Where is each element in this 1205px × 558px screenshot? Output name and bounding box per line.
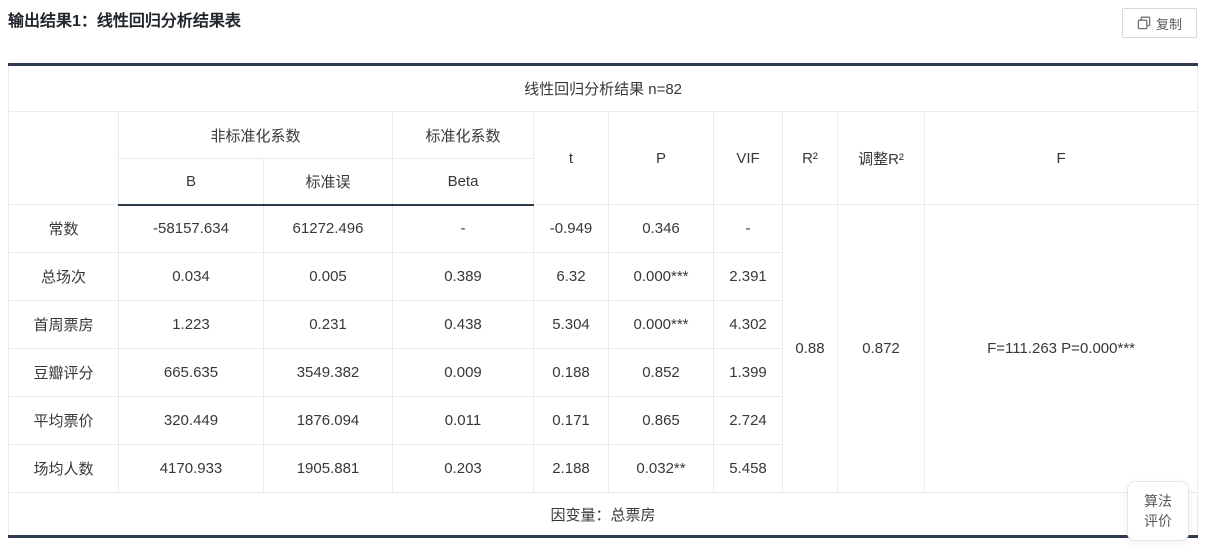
cell-beta: 0.203: [392, 444, 534, 493]
header-f: F: [923, 111, 1199, 205]
row-label: 平均票价: [8, 396, 119, 445]
cell-b: 0.034: [118, 252, 264, 301]
regression-result-table: 线性回归分析结果 n=82 非标准化系数 标准化系数 t P VIF R² 调整…: [7, 63, 1199, 538]
cell-se: 61272.496: [263, 204, 393, 253]
cell-beta: 0.011: [392, 396, 534, 445]
header-beta: Beta: [392, 158, 534, 206]
cell-vif: 2.391: [713, 252, 783, 301]
header-vif: VIF: [713, 111, 783, 205]
row-label: 首周票房: [8, 300, 119, 349]
header-t: t: [533, 111, 609, 205]
table-row: 豆瓣评分 665.635 3549.382 0.009 0.188 0.852 …: [8, 348, 1198, 397]
page-title: 输出结果1：线性回归分析结果表: [8, 13, 241, 30]
dependent-variable-note: 因变量：总票房: [7, 492, 1199, 538]
cell-f: F=111.263 P=0.000***: [923, 204, 1199, 493]
table-caption-row: 线性回归分析结果 n=82: [7, 63, 1199, 112]
header-b: B: [118, 158, 264, 206]
row-label: 豆瓣评分: [8, 348, 119, 397]
row-label: 总场次: [8, 252, 119, 301]
cell-vif: 1.399: [713, 348, 783, 397]
cell-se: 0.005: [263, 252, 393, 301]
header-p: P: [608, 111, 714, 205]
cell-se: 0.231: [263, 300, 393, 349]
cell-beta: -: [392, 204, 534, 253]
cell-p: 0.852: [608, 348, 714, 397]
cell-vif: 2.724: [713, 396, 783, 445]
cell-se: 1905.881: [263, 444, 393, 493]
table-row: 场均人数 4170.933 1905.881 0.203 2.188 0.032…: [8, 444, 1198, 493]
cell-b: 320.449: [118, 396, 264, 445]
cell-vif: 4.302: [713, 300, 783, 349]
copy-button-label: 复制: [1155, 16, 1182, 32]
cell-vif: 5.458: [713, 444, 783, 493]
cell-t: -0.949: [533, 204, 609, 253]
table-sub-header-row: B 标准误 Beta: [9, 158, 1198, 206]
cell-b: 665.635: [118, 348, 264, 397]
row-label: 常数: [8, 204, 119, 253]
header-unstandardized: 非标准化系数: [118, 111, 393, 159]
cell-p: 0.032**: [608, 444, 714, 493]
cell-b: 1.223: [118, 300, 264, 349]
table-caption: 线性回归分析结果 n=82: [7, 63, 1199, 112]
cell-t: 5.304: [533, 300, 609, 349]
cell-p: 0.000***: [608, 300, 714, 349]
cell-p: 0.865: [608, 396, 714, 445]
cell-t: 0.171: [533, 396, 609, 445]
cell-beta: 0.389: [392, 252, 534, 301]
table-footer-row: 因变量：总票房: [7, 492, 1199, 538]
copy-button[interactable]: 复制: [1121, 8, 1197, 38]
header-standardized: 标准化系数: [392, 111, 534, 159]
cell-r2: 0.88: [782, 204, 838, 493]
cell-p: 0.000***: [608, 252, 714, 301]
cell-beta: 0.009: [392, 348, 534, 397]
copy-icon: [1137, 16, 1151, 30]
table-row: 常数 -58157.634 61272.496 - -0.949 0.346 -…: [8, 204, 1199, 493]
cell-adj-r2: 0.872: [837, 204, 925, 493]
algorithm-evaluation-label-line1: 算法: [1144, 493, 1172, 509]
corner-cell: [8, 111, 119, 205]
table-group-header-row: 非标准化系数 标准化系数 t P VIF R² 调整R² F: [8, 111, 1199, 205]
cell-t: 0.188: [533, 348, 609, 397]
table-row: 平均票价 320.449 1876.094 0.011 0.171 0.865 …: [8, 396, 1198, 445]
algorithm-evaluation-label-line2: 评价: [1144, 513, 1172, 529]
cell-b: 4170.933: [118, 444, 264, 493]
cell-se: 3549.382: [263, 348, 393, 397]
cell-se: 1876.094: [263, 396, 393, 445]
table-row: 总场次 0.034 0.005 0.389 6.32 0.000*** 2.39…: [8, 252, 1198, 301]
table-row: 首周票房 1.223 0.231 0.438 5.304 0.000*** 4.…: [8, 300, 1198, 349]
cell-vif: -: [713, 204, 783, 253]
cell-b: -58157.634: [118, 204, 264, 253]
header-se: 标准误: [263, 158, 393, 206]
cell-beta: 0.438: [392, 300, 534, 349]
cell-t: 6.32: [533, 252, 609, 301]
row-label: 场均人数: [8, 444, 119, 493]
cell-t: 2.188: [533, 444, 609, 493]
header-adj-r2: 调整R²: [837, 111, 925, 205]
cell-p: 0.346: [608, 204, 714, 253]
algorithm-evaluation-button[interactable]: 算法 评价: [1127, 481, 1189, 541]
header-r2: R²: [782, 111, 838, 205]
